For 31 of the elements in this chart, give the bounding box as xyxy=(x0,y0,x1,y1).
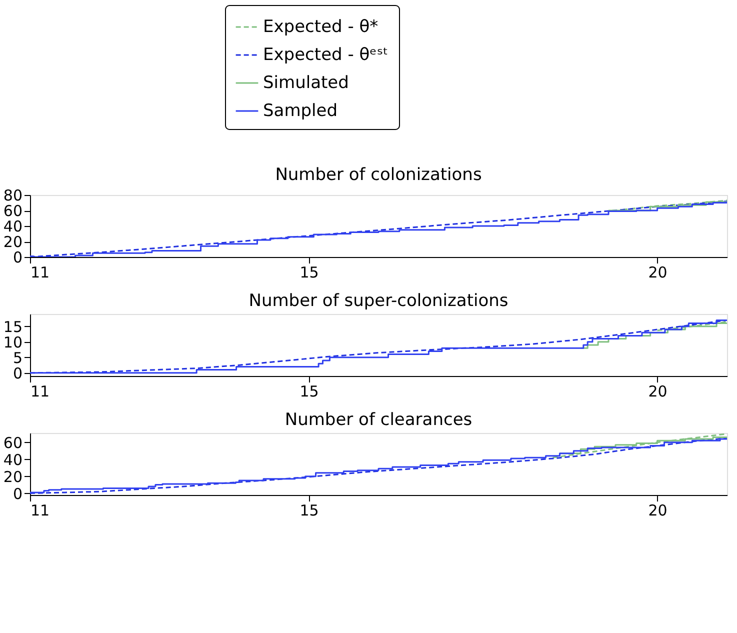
y-tick-label: 20 xyxy=(3,233,22,251)
y-tick-label: 40 xyxy=(3,450,22,469)
y-tick-label: 0 xyxy=(12,364,22,382)
x-tick-label: 15 xyxy=(300,502,319,520)
legend-label: Expected - θ* xyxy=(263,17,378,37)
line-series xyxy=(552,433,727,458)
y-tick-label: 20 xyxy=(3,468,22,486)
x-tick-label: 15 xyxy=(300,264,319,282)
y-tick-label: 15 xyxy=(3,318,22,336)
chart-title: Number of super-colonizations xyxy=(248,291,508,311)
legend-label: Simulated xyxy=(263,73,349,93)
x-tick-label: 11 xyxy=(30,382,50,400)
chart-title: Number of clearances xyxy=(284,410,472,430)
y-tick-label: 0 xyxy=(12,484,22,503)
chart-title: Number of colonizations xyxy=(275,165,482,185)
x-tick-label: 20 xyxy=(648,264,668,282)
y-tick-label: 10 xyxy=(3,333,22,352)
legend-label: Sampled xyxy=(263,101,338,121)
y-tick-label: 5 xyxy=(12,348,22,367)
x-tick-label: 20 xyxy=(648,382,668,400)
x-tick-label: 20 xyxy=(648,502,668,520)
y-tick-label: 60 xyxy=(3,202,22,220)
y-tick-label: 80 xyxy=(3,186,22,204)
legend-label: Expected - θᵉˢᵗ xyxy=(263,45,388,65)
line-series xyxy=(30,319,727,374)
y-tick-label: 40 xyxy=(3,218,22,236)
x-tick-label: 11 xyxy=(30,264,50,282)
x-tick-label: 15 xyxy=(300,382,319,400)
y-tick-label: 60 xyxy=(3,434,22,452)
x-tick-label: 11 xyxy=(30,502,50,520)
y-tick-label: 0 xyxy=(12,248,22,266)
